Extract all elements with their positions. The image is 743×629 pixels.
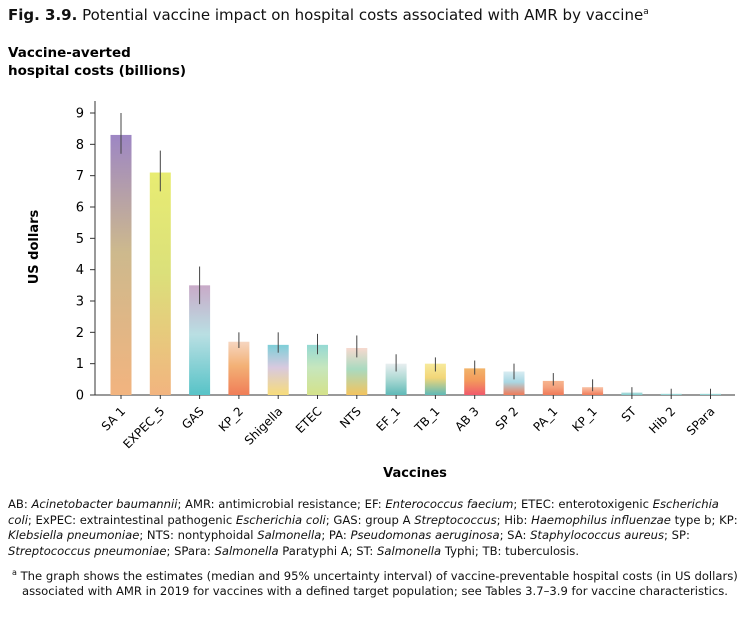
footnote: a The graph shows the estimates (median …	[8, 565, 738, 600]
x-tick-label: ETEC	[293, 404, 325, 436]
organism-name: Salmonella	[257, 528, 322, 542]
note-text: ; PA:	[321, 528, 351, 542]
x-tick-label: Hib 2	[646, 404, 678, 436]
x-tick-label: SA 1	[99, 404, 128, 433]
note-text: ; GAS: group A	[325, 512, 415, 527]
x-tick-label: SP 2	[493, 404, 522, 433]
bar-expec-5	[149, 172, 171, 395]
bar-ef-1	[385, 363, 407, 395]
x-tick-label: TB_1	[411, 404, 442, 435]
organism-name: Acinetobacter baumannii	[31, 497, 178, 511]
note-text: ; AMR: antimicrobial resistance; EF:	[177, 497, 386, 511]
organism-name: Escherichia coli	[235, 512, 326, 527]
x-tick-label: AB 3	[452, 404, 482, 434]
y-tick-label: 2	[76, 326, 84, 341]
note-text: ; SP:	[664, 528, 690, 542]
y-tick-label: 4	[76, 263, 84, 278]
note-text: ; Hib:	[496, 512, 532, 527]
note-text: ; SPara:	[166, 543, 215, 558]
x-tick-label: SPara	[684, 404, 718, 438]
figure-number: Fig. 3.9.	[8, 6, 78, 24]
y-title-line1: Vaccine-averted	[8, 45, 131, 61]
bar-ab-3	[464, 368, 486, 395]
x-axis-label: Vaccines	[383, 466, 447, 481]
bar-kp-2	[228, 341, 250, 395]
figure-title-text: Potential vaccine impact on hospital cos…	[82, 6, 644, 24]
x-tick-label: EF_1	[373, 404, 403, 434]
y-tick-label: 9	[76, 107, 84, 122]
organism-name: Escherichia coli	[8, 497, 719, 527]
bar-chart: Vaccine-averted hospital costs (billions…	[8, 45, 735, 481]
note-text: Paratyphi A; ST:	[278, 543, 378, 558]
bar-tb-1	[424, 363, 446, 395]
bar-shigella	[267, 344, 289, 395]
y-tick-label: 6	[76, 201, 84, 216]
x-tick-label: NTS	[337, 404, 364, 431]
organism-name: Salmonella	[377, 543, 442, 558]
note-text: ; ETEC: enterotoxigenic	[513, 497, 653, 511]
x-tick-label: ST	[619, 404, 640, 425]
y-axis-label: US dollars	[27, 209, 42, 284]
note-text: type b; KP:	[670, 512, 738, 527]
organism-name: Salmonella	[214, 543, 279, 558]
note-text: Typhi; TB: tuberculosis.	[441, 543, 580, 558]
bar-sa-1	[110, 134, 132, 395]
note-text: AB:	[8, 497, 32, 511]
y-title-line2: hospital costs (billions)	[8, 63, 186, 79]
y-tick-label: 5	[76, 232, 84, 247]
figure-title: Fig. 3.9. Potential vaccine impact on ho…	[8, 6, 649, 24]
y-tick-label: 0	[76, 389, 84, 404]
organism-name: Staphylococcus aureus	[530, 528, 664, 542]
footnote-marker: a	[12, 568, 17, 577]
y-tick-label: 3	[76, 295, 84, 310]
organism-name: Streptococcus	[414, 512, 497, 527]
bar-gas	[189, 285, 211, 395]
bar-etec	[307, 344, 328, 395]
note-text: ; ExPEC: extraintestinal pathogenic	[27, 512, 236, 527]
note-text: ; NTS: nontyphoidal	[139, 528, 258, 542]
note-text: ; SA:	[499, 528, 531, 542]
footnote-text: The graph shows the estimates (median an…	[20, 568, 738, 599]
x-tick-label: KP_1	[569, 404, 599, 434]
organism-name: Enterococcus faecium	[385, 497, 514, 511]
x-tick-label: EXPEC_5	[120, 404, 167, 451]
x-tick-label: GAS	[179, 404, 207, 432]
organism-name: Pseudomonas aeruginosa	[350, 528, 500, 542]
organism-name: Klebsiella pneumoniae	[8, 528, 140, 542]
bar-pa-1	[542, 380, 564, 395]
x-tick-label: Shigella	[242, 404, 286, 448]
organism-name: Haemophilus influenzae	[531, 512, 671, 527]
bar-sp-2	[503, 371, 525, 395]
y-tick-label: 8	[76, 138, 84, 153]
organism-name: Streptococcus pneumoniae	[8, 543, 167, 558]
bar-nts	[346, 348, 368, 395]
abbreviations-note: AB: Acinetobacter baumannii; AMR: antimi…	[8, 497, 738, 559]
figure-notes: AB: Acinetobacter baumannii; AMR: antimi…	[8, 497, 738, 600]
title-footnote-marker: a	[643, 7, 649, 17]
y-tick-label: 1	[76, 357, 84, 372]
x-tick-label: KP_2	[216, 404, 246, 434]
x-tick-label: PA_1	[531, 404, 561, 434]
y-tick-label: 7	[76, 169, 84, 184]
